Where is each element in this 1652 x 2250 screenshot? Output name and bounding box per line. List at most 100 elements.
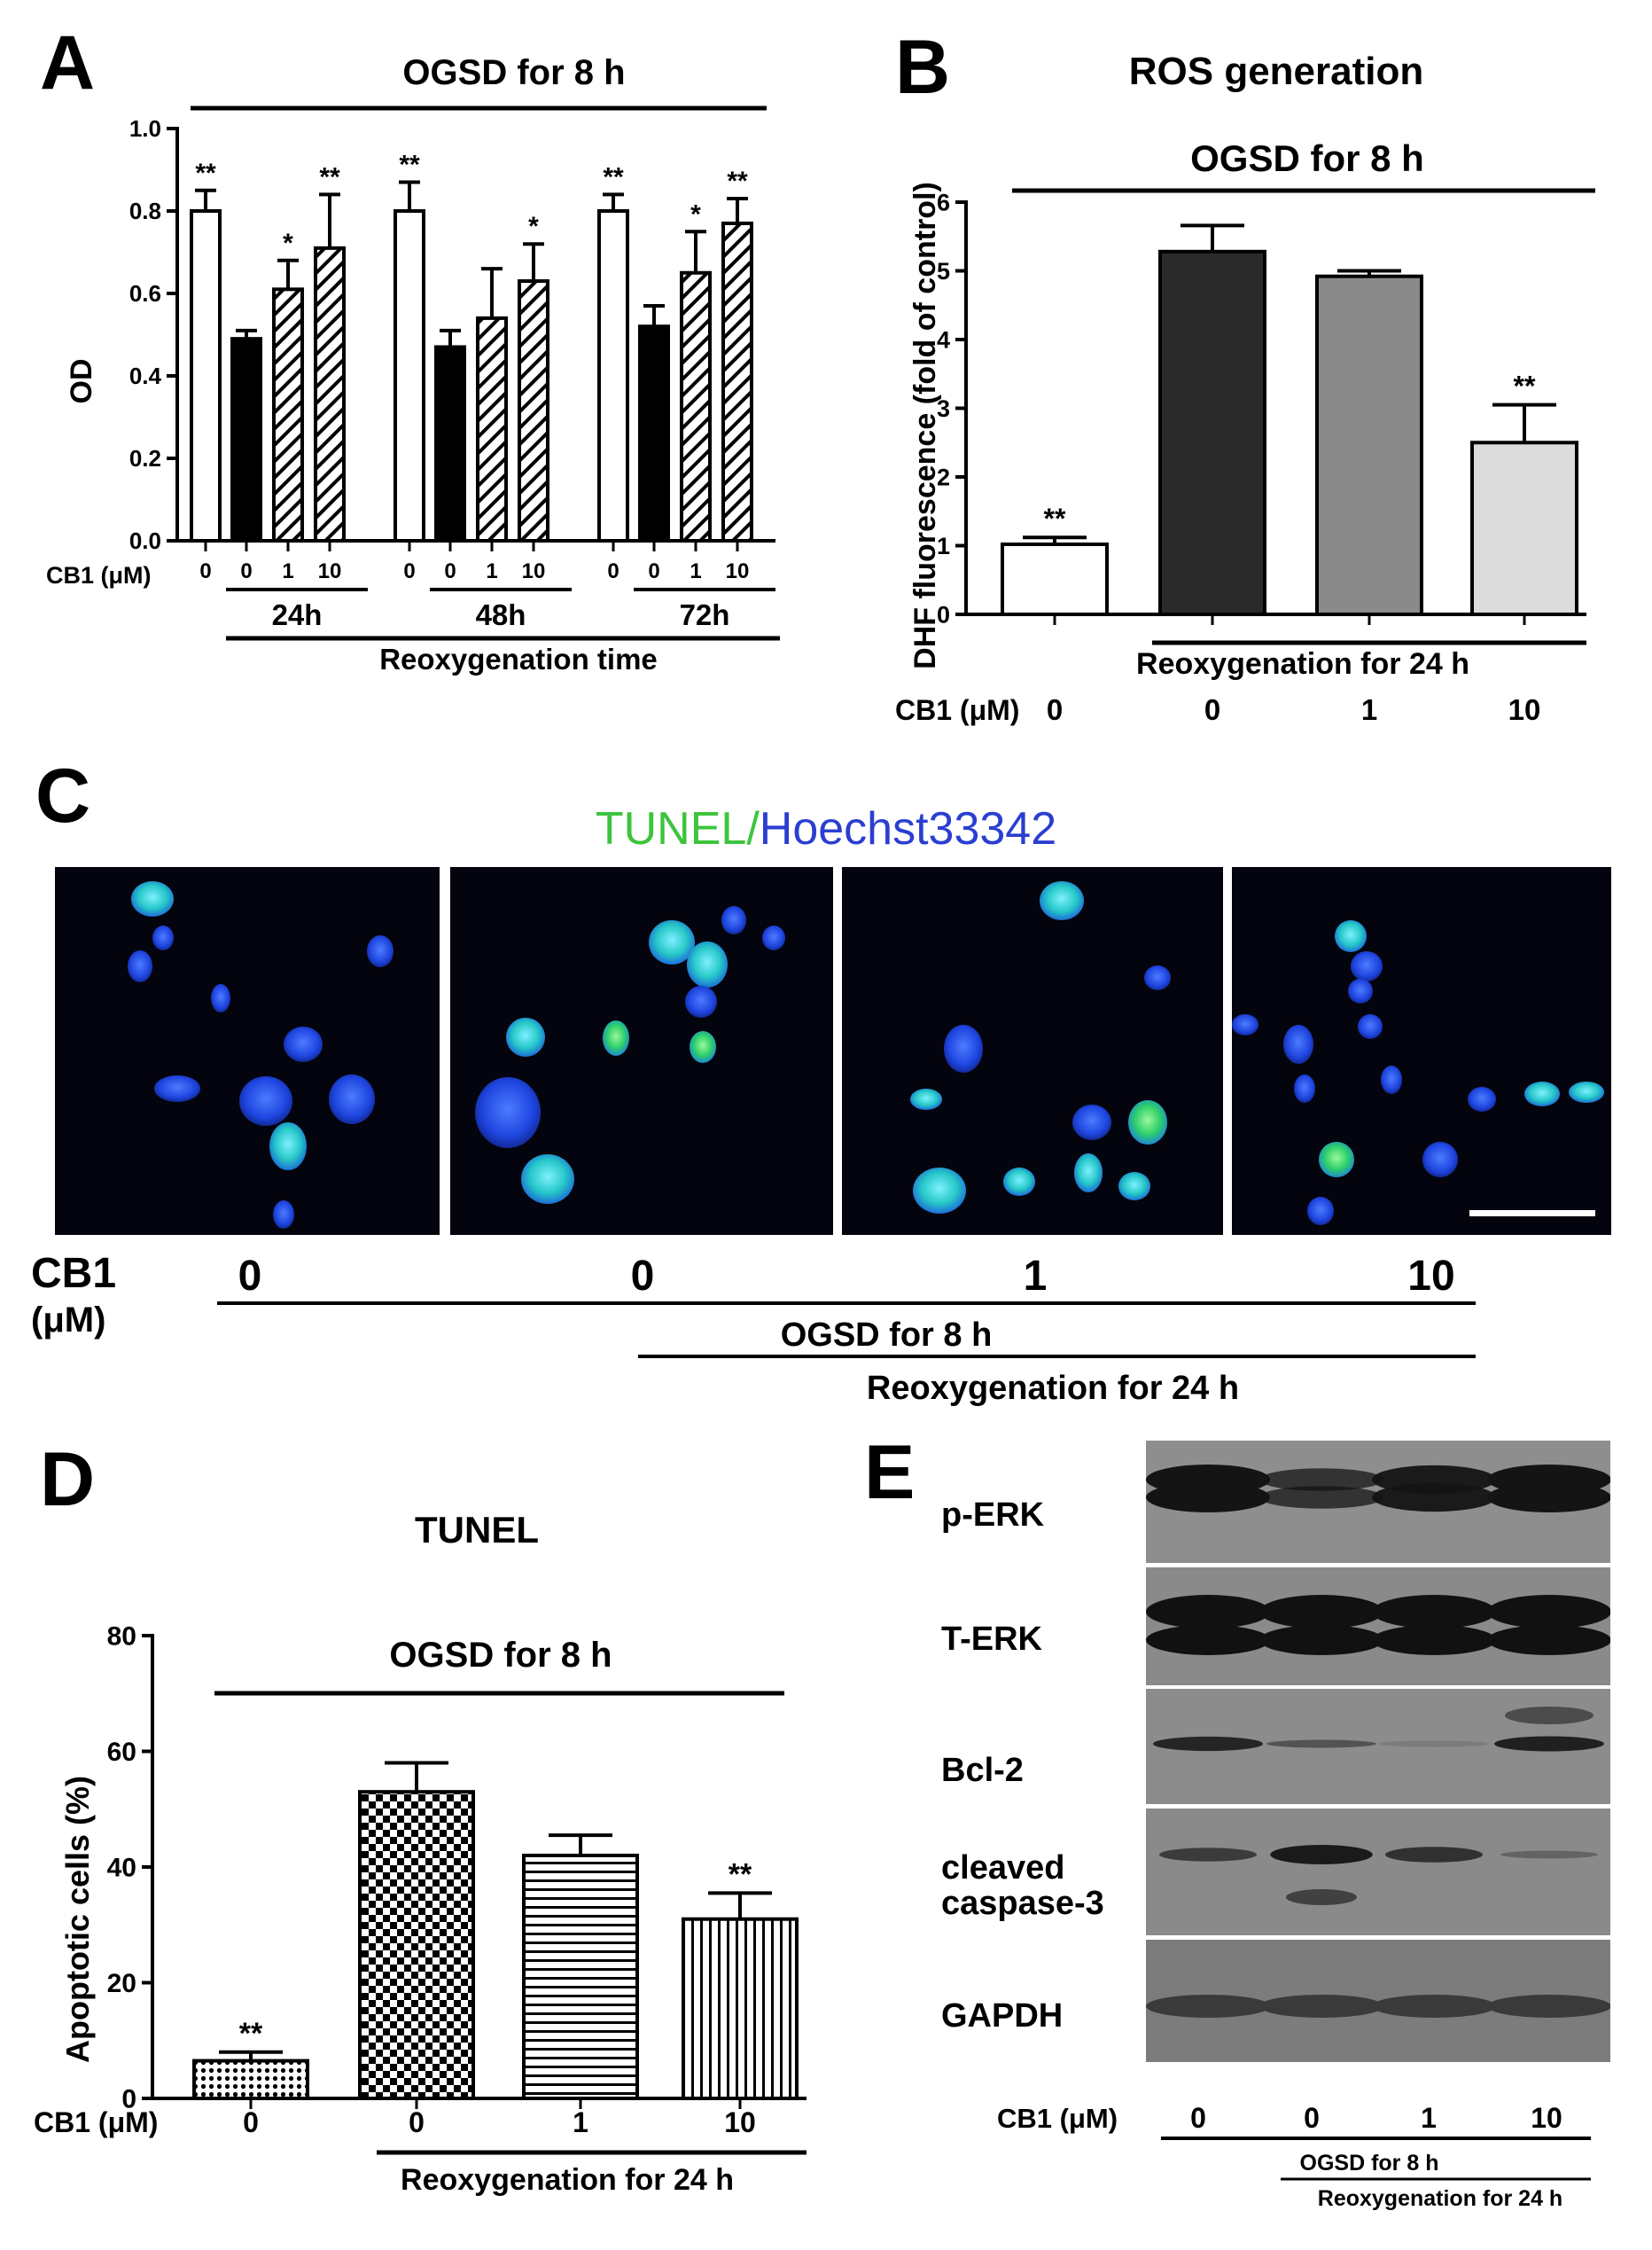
blot-band <box>1372 1625 1496 1655</box>
panel-e-condition-2: 0 <box>1304 2102 1320 2134</box>
chart-a-cb1-label: CB1 (μM) <box>46 562 152 589</box>
chart-a-bar <box>394 209 425 543</box>
blot-band <box>1505 1707 1594 1724</box>
chart-b-significance: ** <box>1044 503 1066 535</box>
panel-e-reox-label: Reoxygenation for 24 h <box>1318 2186 1562 2211</box>
chart-b-y-tick-label: 2 <box>937 464 950 490</box>
chart-d-category-label: 0 <box>409 2106 425 2138</box>
blot-band <box>1379 1740 1489 1747</box>
blot-band <box>1494 1736 1604 1752</box>
panel-c-cb1-label: CB1 <box>31 1250 116 1297</box>
micrograph-control-cells <box>128 881 394 1229</box>
blot-band <box>1146 1625 1270 1655</box>
chart-a-y-tick-label: 0.2 <box>129 445 161 472</box>
blot-bands <box>1153 1707 1604 1752</box>
chart-b-bar <box>1001 542 1109 617</box>
panel-e-cb1-label: CB1 (μM) <box>997 2103 1118 2134</box>
chart-a-bar <box>314 246 346 543</box>
panel-label-a: A <box>40 20 95 105</box>
micrograph-ogsd-cb1-1 <box>842 867 1223 1235</box>
chart-a-bar <box>721 221 753 543</box>
chart-a-category-label: 1 <box>282 559 293 583</box>
chart-d-y-tick-label: 40 <box>107 1854 136 1883</box>
chart-a-xlabel: Reoxygenation time <box>379 643 658 676</box>
chart-b-ylabel: DHF fluorescence (fold of control) <box>908 182 942 669</box>
chart-a-y-tick-label: 0.4 <box>129 363 162 389</box>
chart-a-significance: ** <box>319 162 340 191</box>
chart-a-bar <box>476 316 508 543</box>
chart-a-category-label: 1 <box>486 559 497 583</box>
chart-a: A OGSD for 8 h OD CB1 (μM) Reoxygenation… <box>40 20 780 676</box>
micrograph-ogsd-cb1-10-cells <box>1232 920 1604 1225</box>
chart-b-y-tick-label: 1 <box>937 533 950 559</box>
chart-b-y-tick-label: 4 <box>937 326 950 353</box>
blot-strip-t-erk <box>1146 1567 1610 1685</box>
chart-a-significance: ** <box>603 162 624 191</box>
chart-a-y-tick-label: 0.6 <box>129 280 161 307</box>
panel-c-legend: TUNEL/Hoechst33342 <box>0 802 1652 855</box>
chart-a-category-label: 10 <box>726 559 750 583</box>
panel-c-condition-1: 0 <box>238 1253 262 1300</box>
blot-strip-cleaved-caspase-3 <box>1146 1809 1610 1935</box>
blot-band <box>1372 1482 1496 1512</box>
blot-band <box>1259 1486 1383 1509</box>
chart-a-bar <box>680 270 712 543</box>
panel-label-b: B <box>895 25 950 110</box>
chart-b-y-tick-label: 0 <box>937 601 950 628</box>
chart-a-bar <box>230 337 262 543</box>
blot-band <box>1372 1595 1496 1629</box>
chart-b-bar <box>1315 274 1423 616</box>
chart-b-y-tick-label: 5 <box>937 258 950 285</box>
chart-d-category-label: 1 <box>573 2106 588 2138</box>
panel-e-ogsd-label: OGSD for 8 h <box>1300 2151 1439 2176</box>
chart-b-y-tick-label: 3 <box>937 395 950 422</box>
chart-a-category-label: 10 <box>318 559 342 583</box>
blot-band <box>1385 1847 1483 1863</box>
chart-a-ylabel: OD <box>65 359 98 404</box>
panel-e-conditions: CB1 (μM) 0 0 1 10 OGSD for 8 h Reoxygena… <box>997 2102 1591 2211</box>
chart-b-subtitle: OGSD for 8 h <box>1190 137 1424 179</box>
blot-band <box>1146 1995 1270 2018</box>
chart-b-bar <box>1158 249 1266 616</box>
chart-a-bar <box>597 209 629 543</box>
legend-hoechst: Hoechst33342 <box>759 803 1057 855</box>
blot-band <box>1159 1848 1257 1862</box>
chart-a-category-label: 10 <box>522 559 546 583</box>
micrograph-ogsd-cb1-1-cells <box>910 881 1171 1214</box>
scale-bar <box>1469 1210 1595 1216</box>
chart-a-category-label: 0 <box>607 559 619 583</box>
chart-a-significance: * <box>283 229 293 258</box>
panel-c-condition-2: 0 <box>631 1253 655 1300</box>
chart-b-bar <box>1470 441 1578 616</box>
blot-label: caspase-3 <box>941 1885 1104 1922</box>
panel-e-condition-1: 0 <box>1190 2102 1206 2134</box>
chart-b-category-label: 0 <box>1204 693 1220 726</box>
chart-b-xlabel: Reoxygenation for 24 h <box>1136 647 1469 681</box>
panel-c-ogsd-label: OGSD for 8 h <box>781 1316 993 1354</box>
panel-c-reox-label: Reoxygenation for 24 h <box>867 1370 1239 1407</box>
blot-bands <box>1146 1465 1610 1512</box>
blot-band <box>1146 1595 1270 1629</box>
chart-a-group-label: 24h <box>272 598 323 631</box>
chart-b-significance: ** <box>1514 371 1536 402</box>
chart-a-significance: ** <box>195 159 216 188</box>
chart-d-y-tick-label: 0 <box>121 2085 136 2114</box>
chart-d-bar <box>682 1917 799 2101</box>
blot-band <box>1487 1995 1610 2018</box>
blot-band <box>1286 1889 1357 1905</box>
chart-a-category-label: 0 <box>648 559 659 583</box>
panel-e-condition-3: 1 <box>1421 2102 1437 2134</box>
blot-band <box>1372 1995 1496 2018</box>
chart-a-significance: * <box>690 199 701 229</box>
blot-band <box>1153 1736 1263 1752</box>
chart-d-significance: ** <box>239 2017 263 2051</box>
micrograph-ogsd-cb1-0-cells <box>475 906 785 1204</box>
blot-band <box>1266 1739 1376 1748</box>
chart-a-bar <box>434 345 466 543</box>
chart-d-xlabel: Reoxygenation for 24 h <box>401 2163 734 2197</box>
chart-a-significance: * <box>528 212 539 241</box>
blot-label: GAPDH <box>941 1997 1064 2035</box>
chart-a-category-label: 0 <box>240 559 252 583</box>
chart-a-title: OGSD for 8 h <box>402 53 625 92</box>
blot-band <box>1487 1595 1610 1629</box>
